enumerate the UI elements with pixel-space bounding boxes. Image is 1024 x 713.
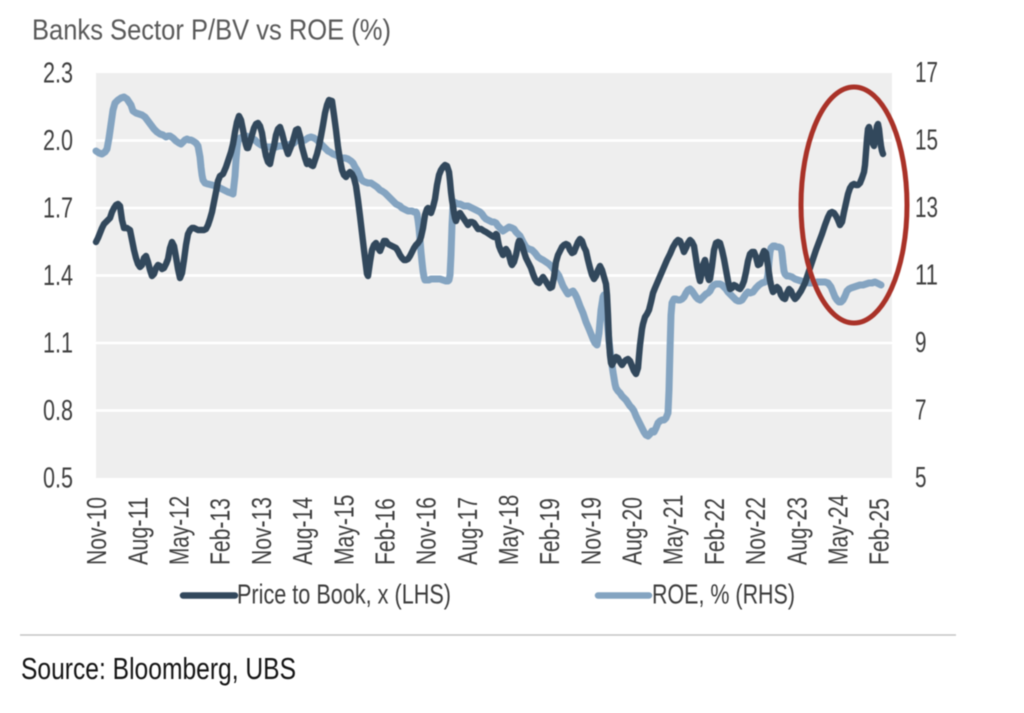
svg-text:2.3: 2.3 [43,57,73,89]
svg-text:Banks Sector P/BV vs ROE (%): Banks Sector P/BV vs ROE (%) [32,15,391,47]
svg-text:9: 9 [915,327,927,359]
svg-text:May-12: May-12 [164,496,195,565]
svg-text:2.0: 2.0 [43,125,73,157]
svg-text:1.7: 1.7 [43,192,73,224]
svg-text:Aug-14: Aug-14 [287,497,318,565]
svg-text:Feb-19: Feb-19 [534,498,565,565]
svg-text:15: 15 [915,125,938,157]
svg-text:5: 5 [915,462,927,494]
svg-text:Aug-11: Aug-11 [122,497,153,565]
svg-text:Feb-13: Feb-13 [205,498,236,565]
svg-text:11: 11 [915,260,938,292]
svg-text:Source: Bloomberg, UBS: Source: Bloomberg, UBS [21,651,296,686]
svg-text:Nov-19: Nov-19 [575,497,606,565]
svg-text:Feb-22: Feb-22 [699,498,730,565]
svg-text:May-15: May-15 [328,495,359,565]
svg-text:1.4: 1.4 [43,260,73,292]
svg-text:Price to Book, x (LHS): Price to Book, x (LHS) [237,579,451,610]
svg-text:May-24: May-24 [822,495,853,565]
svg-text:Aug-20: Aug-20 [617,497,648,565]
svg-text:13: 13 [915,192,938,224]
svg-text:Aug-17: Aug-17 [452,497,483,565]
svg-text:Nov-16: Nov-16 [411,497,442,565]
svg-text:0.5: 0.5 [43,462,73,494]
svg-text:Nov-10: Nov-10 [81,497,112,565]
svg-text:7: 7 [915,395,927,427]
svg-text:0.8: 0.8 [43,395,73,427]
svg-text:1.1: 1.1 [43,327,73,359]
svg-text:May-21: May-21 [658,495,689,565]
svg-text:Feb-25: Feb-25 [864,498,895,565]
svg-text:May-18: May-18 [493,495,524,565]
svg-text:17: 17 [915,57,938,89]
svg-text:Aug-23: Aug-23 [781,497,812,565]
svg-text:ROE, % (RHS): ROE, % (RHS) [652,579,795,610]
svg-text:Nov-13: Nov-13 [246,497,277,565]
svg-text:Feb-16: Feb-16 [370,498,401,565]
svg-text:Nov-22: Nov-22 [740,497,771,565]
